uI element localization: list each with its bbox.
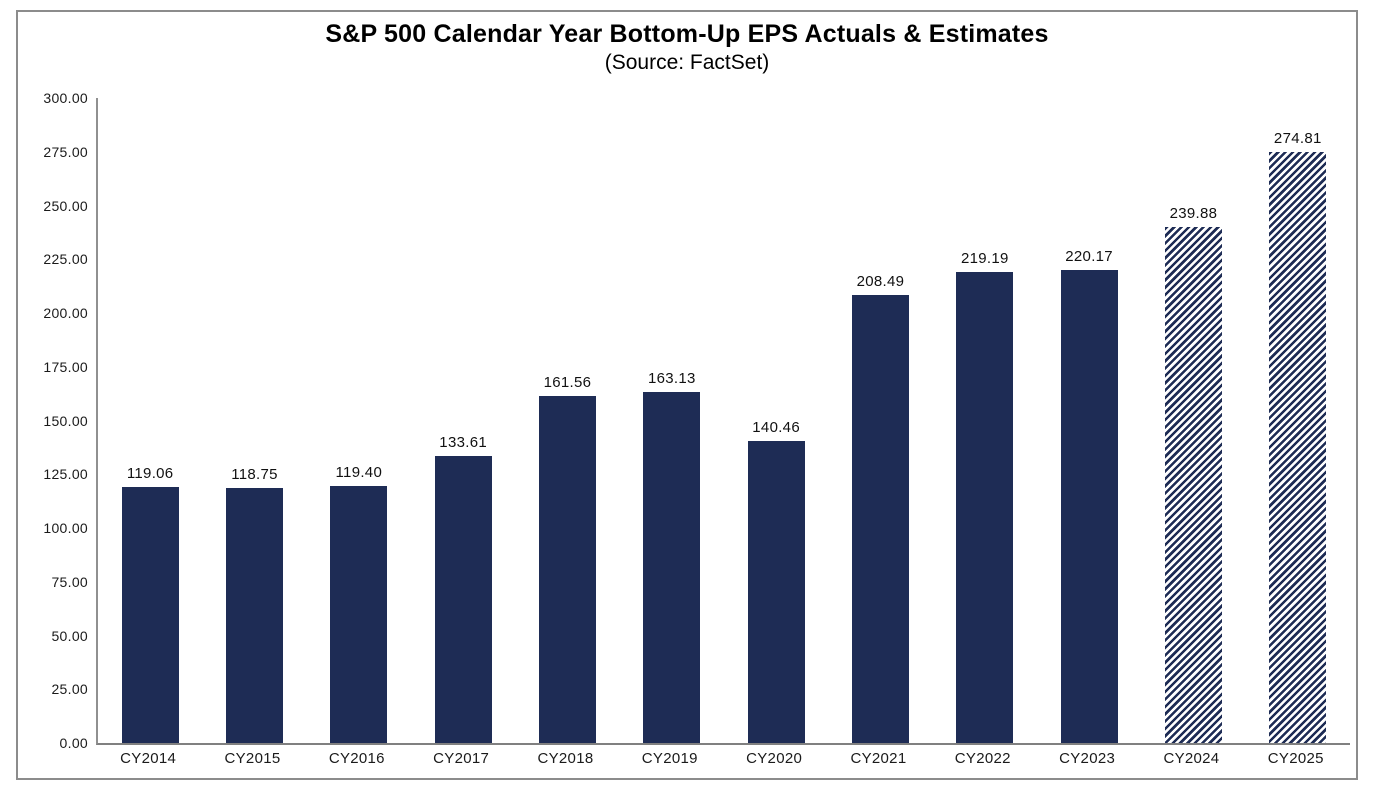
- bar-value-label: 208.49: [856, 272, 905, 290]
- chart-frame: S&P 500 Calendar Year Bottom-Up EPS Actu…: [16, 10, 1358, 780]
- y-axis-tick-label: 225.00: [43, 251, 88, 268]
- bar-slot: 161.56: [515, 98, 619, 743]
- bar-cy2024: [1164, 227, 1222, 743]
- bar-slot: 239.88: [1141, 98, 1245, 743]
- x-axis-label-cy2016: CY2016: [328, 750, 385, 767]
- bar-value-label: 163.13: [647, 370, 696, 388]
- bar-cy2017: [434, 455, 492, 743]
- bar-cy2022: [956, 271, 1014, 743]
- plot-area: 119.06 118.75 119.40 133.61 161.56 163.1…: [96, 98, 1350, 745]
- bar-cy2015: [225, 487, 283, 743]
- x-axis-label-cy2015: CY2015: [224, 750, 281, 767]
- y-axis-tick-label: 250.00: [43, 197, 88, 214]
- bar-slot: 220.17: [1037, 98, 1141, 743]
- x-axis-label-cy2014: CY2014: [120, 750, 177, 767]
- y-axis-tick-label: 150.00: [43, 412, 88, 429]
- y-axis-tick-label: 125.00: [43, 466, 88, 483]
- bar-slot: 208.49: [828, 98, 932, 743]
- bar-value-label: 220.17: [1065, 247, 1113, 265]
- bar-cy2018: [538, 395, 596, 743]
- bar-cy2014: [121, 487, 179, 743]
- chart-subtitle: (Source: FactSet): [604, 51, 770, 74]
- x-axis-label-cy2024: CY2024: [1163, 750, 1220, 767]
- x-axis-label-cy2021: CY2021: [850, 750, 907, 767]
- y-axis-tick-label: 75.00: [51, 573, 88, 590]
- bar-value-label: 219.19: [960, 249, 1009, 267]
- bar-slot: 119.40: [307, 98, 411, 743]
- y-axis-tick-label: 25.00: [51, 681, 88, 698]
- x-axis-label-cy2023: CY2023: [1059, 750, 1116, 767]
- bar-cy2016: [330, 486, 388, 743]
- bar-value-label: 239.88: [1169, 205, 1218, 223]
- y-axis-tick-label: 200.00: [43, 305, 88, 321]
- x-axis-label-cy2018: CY2018: [537, 750, 594, 767]
- bar-value-label: 161.56: [543, 373, 592, 391]
- x-axis-label-cy2025: CY2025: [1267, 750, 1324, 767]
- y-axis-tick-label: 0.00: [59, 735, 88, 751]
- x-axis-label-cy2020: CY2020: [746, 750, 803, 767]
- bar-value-label: 274.81: [1273, 130, 1322, 148]
- x-axis-label-cy2022: CY2022: [954, 750, 1011, 767]
- y-axis-tick-label: 175.00: [43, 358, 88, 375]
- x-axis-label-cy2019: CY2019: [641, 750, 698, 767]
- y-axis-tick-label: 275.00: [43, 143, 88, 160]
- bar-value-label: 118.75: [231, 465, 278, 483]
- bar-value-label: 119.06: [126, 465, 174, 483]
- bar-value-label: 119.40: [335, 464, 383, 482]
- bar-cy2021: [851, 294, 909, 743]
- bar-slot: 274.81: [1246, 98, 1350, 743]
- x-axis-labels: CY2014 CY2015 CY2016 CY2017 CY2018 CY201…: [96, 750, 1348, 767]
- bar-value-label: 133.61: [439, 433, 487, 451]
- bar-cy2019: [643, 392, 701, 743]
- y-axis-tick-label: 100.00: [43, 520, 88, 536]
- y-axis-tick-labels: 0.00 25.00 50.00 75.00 100.00 125.00 150…: [24, 90, 88, 751]
- x-axis-label-cy2017: CY2017: [433, 750, 490, 767]
- bar-value-label: 140.46: [752, 419, 800, 437]
- y-axis-tick-label: 300.00: [43, 90, 88, 106]
- bar-slot: 119.06: [98, 98, 202, 743]
- bar-slot: 140.46: [724, 98, 828, 743]
- bar-cy2023: [1060, 269, 1118, 743]
- bar-slot: 163.13: [620, 98, 724, 743]
- chart-header: S&P 500 Calendar Year Bottom-Up EPS Actu…: [18, 19, 1356, 75]
- chart-title: S&P 500 Calendar Year Bottom-Up EPS Actu…: [325, 20, 1049, 48]
- bar-cy2020: [747, 441, 805, 743]
- bar-cy2025: [1269, 152, 1327, 743]
- bar-slot: 118.75: [202, 98, 306, 743]
- bar-slot: 219.19: [933, 98, 1037, 743]
- bar-slot: 133.61: [411, 98, 515, 743]
- y-axis-tick-label: 50.00: [51, 627, 88, 644]
